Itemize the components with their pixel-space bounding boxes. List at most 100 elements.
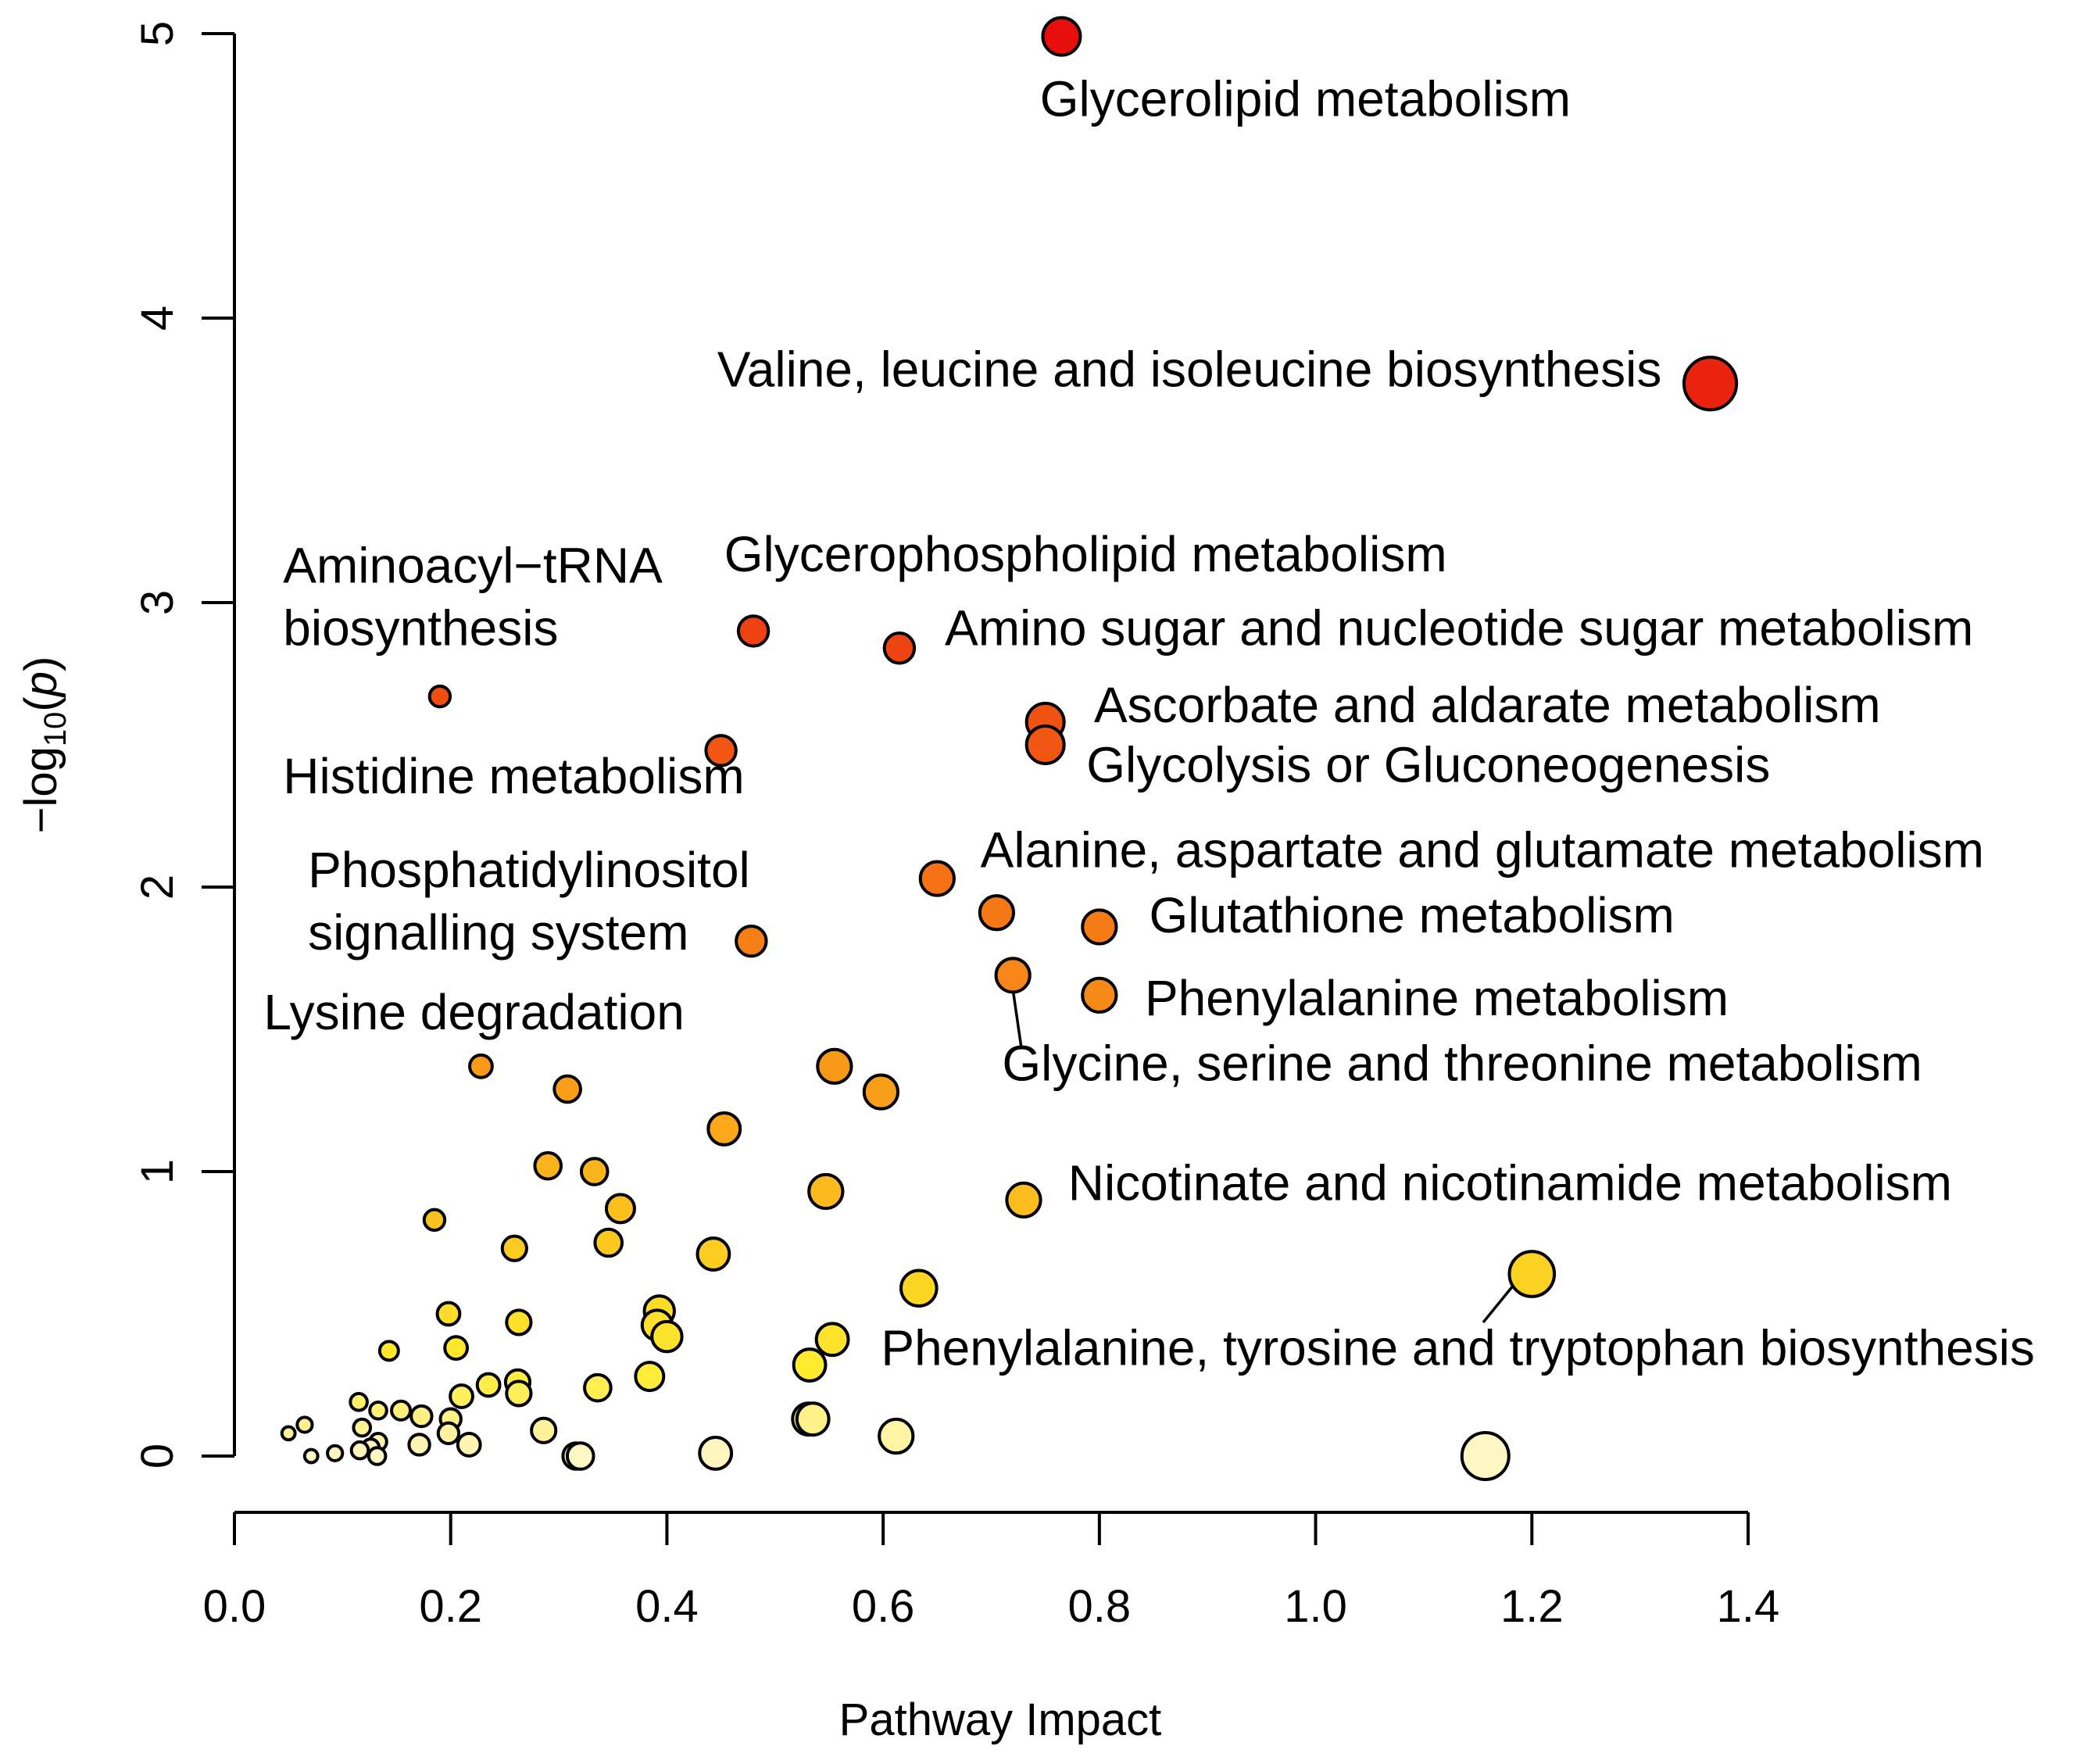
data-point xyxy=(704,734,738,768)
data-point xyxy=(349,1392,369,1412)
data-point xyxy=(604,1193,636,1225)
pathway-label: Ascorbate and aldarate metabolism xyxy=(1094,677,1881,733)
x-tick-label: 0.6 xyxy=(852,1581,915,1632)
pathway-label: Aminoacyl−tRNA biosynthesis xyxy=(283,538,663,657)
pathway-label: Valine, leucine and isoleucine biosynthe… xyxy=(717,341,1661,397)
x-ticks: 0.0 0.2 0.4 0.6 0.8 1.0 1.2 1.4 xyxy=(203,1512,1779,1632)
pathway-label: Glycolysis or Gluconeogenesis xyxy=(1086,736,1770,793)
data-point xyxy=(436,1421,461,1446)
data-point xyxy=(449,1383,474,1409)
data-point xyxy=(816,1047,853,1085)
data-point xyxy=(505,1379,533,1408)
pathway-label-line: Alanine, aspartate and glutamate metabol… xyxy=(981,822,1984,878)
data-point xyxy=(302,1447,320,1465)
x-axis-title: Pathway Impact xyxy=(839,1694,1162,1745)
data-points xyxy=(280,16,1739,1481)
data-point xyxy=(899,1268,939,1308)
data-point xyxy=(295,1415,314,1434)
pathway-label: Phenylalanine, tyrosine and tryptophan b… xyxy=(881,1320,2035,1376)
y-ticks: 0 1 2 3 4 5 xyxy=(132,21,234,1469)
data-point xyxy=(456,1432,482,1458)
data-point xyxy=(792,1347,828,1383)
data-point xyxy=(882,632,917,665)
pathway-label: Lysine degradation xyxy=(263,984,684,1040)
data-point xyxy=(862,1073,899,1111)
y-tick-label: 3 xyxy=(132,590,183,615)
pathway-label-line: Phenylalanine metabolism xyxy=(1145,970,1729,1026)
pathway-label-line: Nicotinate and nicotinamide metabolism xyxy=(1068,1154,1952,1211)
y-axis-title-close-paren: ) xyxy=(16,657,66,671)
pathway-label: Nicotinate and nicotinamide metabolism xyxy=(1068,1154,1952,1211)
data-point xyxy=(468,1053,494,1079)
data-point xyxy=(435,1301,462,1327)
data-point xyxy=(1024,725,1066,765)
pathway-label-line: signalling system xyxy=(308,904,688,961)
pathway-label-line: Glycerolipid metabolism xyxy=(1040,71,1571,127)
pathway-label-line: Lysine degradation xyxy=(263,984,684,1040)
data-point xyxy=(366,1446,388,1466)
x-tick-label: 0.2 xyxy=(419,1581,482,1632)
x-tick-label: 1.2 xyxy=(1500,1581,1564,1632)
pathway-label-line: Glycolysis or Gluconeogenesis xyxy=(1086,736,1770,793)
pathway-label: Histidine metabolism xyxy=(283,748,744,804)
leader-lines xyxy=(1011,989,1517,1324)
y-tick-label: 0 xyxy=(132,1444,183,1469)
data-point xyxy=(1041,16,1082,57)
data-point xyxy=(994,957,1032,994)
data-point xyxy=(422,1208,447,1233)
pathway-label-line: Glycine, serine and threonine metabolism xyxy=(1002,1036,1922,1092)
data-point xyxy=(814,1322,850,1358)
pathway-label: Phenylalanine metabolism xyxy=(1145,970,1729,1026)
y-axis-title-variable: p xyxy=(16,671,66,698)
data-point xyxy=(1460,1431,1511,1481)
pathway-label-line: Glycerophospholipid metabolism xyxy=(724,526,1447,582)
data-point xyxy=(427,684,452,709)
x-tick-label: 0.8 xyxy=(1068,1581,1132,1632)
data-point xyxy=(280,1425,297,1442)
pathway-label: Alanine, aspartate and glutamate metabol… xyxy=(981,822,1984,878)
data-point xyxy=(634,1361,666,1393)
data-point xyxy=(593,1227,624,1258)
data-point xyxy=(878,1417,915,1455)
data-point xyxy=(530,1416,558,1444)
data-point xyxy=(565,1441,595,1471)
pathway-label-line: Aminoacyl−tRNA xyxy=(283,538,663,594)
data-point xyxy=(583,1372,613,1403)
data-point xyxy=(505,1308,533,1336)
x-tick-label: 0.4 xyxy=(635,1581,699,1632)
pathway-label-line: Phenylalanine, tyrosine and tryptophan b… xyxy=(881,1320,2035,1376)
data-point xyxy=(695,1236,731,1272)
pathway-label: Glutathione metabolism xyxy=(1150,887,1675,943)
data-point xyxy=(698,1435,734,1471)
data-point xyxy=(579,1157,610,1186)
y-tick-label: 4 xyxy=(132,306,183,331)
data-point xyxy=(533,1150,563,1181)
axes xyxy=(233,34,1748,1514)
x-tick-label: 0.0 xyxy=(203,1581,266,1632)
data-point xyxy=(650,1319,684,1354)
data-point xyxy=(368,1400,388,1421)
data-point xyxy=(1081,976,1118,1014)
y-tick-label: 2 xyxy=(132,875,183,900)
data-point xyxy=(978,894,1016,932)
pathway-label-line: biosynthesis xyxy=(283,600,558,657)
y-tick-label: 5 xyxy=(132,21,183,46)
pathway-label: Phosphatidylinositol signalling system xyxy=(308,842,750,961)
data-point xyxy=(349,1440,370,1461)
y-tick-label: 1 xyxy=(132,1159,183,1184)
y-axis-title-open-paren: ( xyxy=(16,696,66,711)
data-point xyxy=(706,1111,742,1147)
pathway-label-line: Valine, leucine and isoleucine biosynthe… xyxy=(717,341,1661,397)
data-point xyxy=(443,1335,470,1361)
data-point xyxy=(409,1404,434,1429)
pathway-label: Glycerolipid metabolism xyxy=(1040,71,1571,127)
data-point xyxy=(807,1172,845,1211)
pathway-label-line: Phosphatidylinositol xyxy=(308,842,750,898)
data-point xyxy=(918,860,956,897)
data-point xyxy=(1005,1181,1042,1219)
data-point xyxy=(1682,356,1739,412)
y-axis-title-subscript: 10 xyxy=(38,712,73,747)
data-point xyxy=(352,1417,373,1438)
data-point xyxy=(377,1340,400,1362)
